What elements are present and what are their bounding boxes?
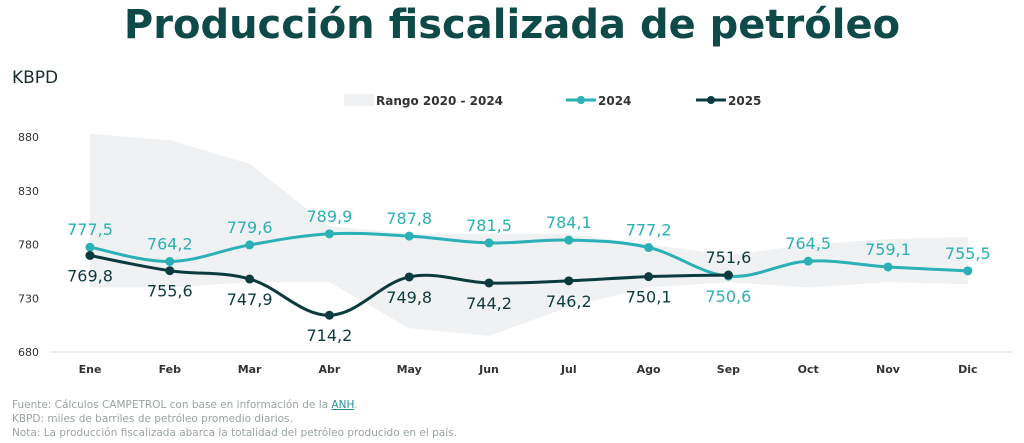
data-point-2024	[324, 229, 334, 239]
data-point-2024	[404, 231, 414, 241]
data-label-2024: 755,5	[945, 244, 991, 263]
legend-label-2025: 2025	[728, 94, 761, 108]
data-label-2025: 750,1	[626, 288, 672, 307]
data-point-2025	[165, 266, 175, 276]
chart-title: Producción fiscalizada de petróleo	[123, 2, 901, 48]
data-point-2025	[564, 276, 574, 286]
data-label-2025: 769,8	[67, 266, 113, 285]
x-tick-label: Nov	[876, 363, 901, 376]
x-tick-label: Ago	[637, 363, 661, 376]
data-label-2024: 779,6	[227, 218, 273, 237]
y-tick-label: 880	[18, 131, 39, 144]
data-label-2025: 744,2	[466, 294, 512, 313]
x-tick-label: Feb	[159, 363, 182, 376]
data-label-2025: 749,8	[386, 288, 432, 307]
data-point-2025	[324, 310, 334, 320]
legend-label-2024: 2024	[598, 94, 631, 108]
data-point-2025	[644, 272, 654, 282]
footer-notes: Fuente: Cálculos CAMPETROL con base en i…	[12, 398, 457, 440]
x-tick-label: Mar	[238, 363, 262, 376]
data-label-2025: 746,2	[546, 292, 592, 311]
data-label-2024: 781,5	[466, 216, 512, 235]
x-tick-label: Sep	[717, 363, 740, 376]
data-label-2024: 759,1	[865, 240, 911, 259]
data-label-2024: 787,8	[386, 209, 432, 228]
source-suffix: .	[354, 399, 358, 411]
y-tick-label: 680	[18, 346, 39, 359]
data-point-2025	[404, 272, 414, 282]
data-label-2024: 777,2	[626, 221, 672, 240]
x-tick-label: Abr	[318, 363, 340, 376]
data-point-2024	[85, 242, 95, 252]
data-label-2024: 750,6	[705, 287, 751, 306]
legend-marker-2025	[707, 96, 715, 104]
data-point-2024	[803, 256, 813, 266]
x-tick-label: Jun	[478, 363, 499, 376]
data-point-2024	[165, 256, 175, 266]
legend-range-swatch	[344, 94, 374, 106]
legend-marker-2024	[577, 96, 585, 104]
x-tick-label: Ene	[79, 363, 102, 376]
source-text: Fuente: Cálculos CAMPETROL con base en i…	[12, 399, 332, 411]
data-point-2025	[245, 274, 255, 284]
data-point-2024	[883, 262, 893, 272]
scope-note: Nota: La producción fiscalizada abarca l…	[12, 427, 457, 439]
data-point-2024	[644, 243, 654, 253]
data-label-2025: 714,2	[306, 326, 352, 345]
y-axis-unit: KBPD	[12, 68, 59, 88]
y-tick-label: 780	[18, 239, 39, 252]
data-point-2025	[85, 250, 95, 260]
data-point-2024	[245, 240, 255, 250]
x-tick-label: Jul	[560, 363, 577, 376]
data-label-2025: 755,6	[147, 282, 193, 301]
kbpd-note: KBPD: miles de barriles de petróleo prom…	[12, 413, 293, 425]
data-point-2024	[484, 238, 494, 248]
x-tick-label: May	[397, 363, 422, 376]
data-label-2025: 747,9	[227, 290, 273, 309]
x-tick-label: Dic	[958, 363, 977, 376]
y-tick-label: 830	[18, 185, 39, 198]
data-label-2024: 777,5	[67, 220, 113, 239]
anh-link[interactable]: ANH	[331, 399, 355, 411]
data-point-2024	[963, 266, 973, 276]
line-chart: 880 830 780 730 680 Ene Feb Mar Abr May Jun Jul Ago S…	[18, 94, 1012, 376]
data-label-2024: 789,9	[306, 207, 352, 226]
legend-range-label: Rango 2020 - 2024	[376, 94, 503, 108]
data-label-2025: 751,6	[705, 248, 751, 267]
data-point-2025	[484, 278, 494, 288]
range-band	[90, 133, 968, 336]
y-tick-label: 730	[18, 292, 39, 305]
data-label-2024: 764,5	[785, 234, 831, 253]
data-point-2024	[564, 235, 574, 245]
data-label-2024: 784,1	[546, 213, 592, 232]
x-tick-label: Oct	[798, 363, 819, 376]
data-point-2025	[723, 270, 733, 280]
data-label-2024: 764,2	[147, 234, 193, 253]
